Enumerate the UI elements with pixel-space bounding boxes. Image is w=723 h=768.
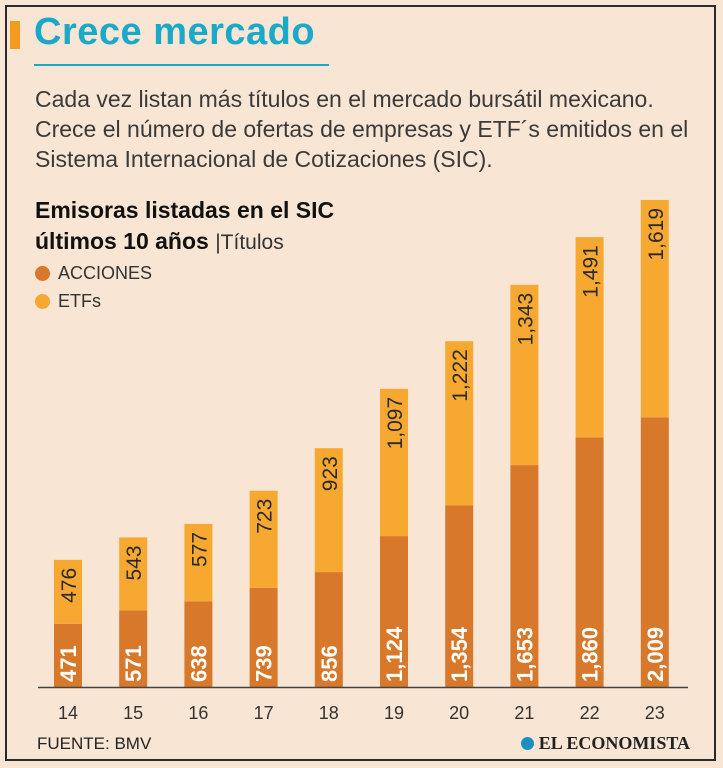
data-label-acciones-18: 856 — [317, 645, 342, 682]
data-label-acciones-15: 571 — [121, 645, 146, 682]
data-label-etfs-21: 1,343 — [514, 293, 537, 346]
chart-title-line2: últimos 10 años — [35, 228, 209, 254]
bar-acciones-15 — [119, 610, 148, 687]
source-note: FUENTE: BMV — [37, 734, 152, 753]
data-label-etfs-22: 1,491 — [580, 245, 603, 298]
bar-acciones-23 — [640, 417, 669, 687]
data-label-etfs-18: 923 — [319, 456, 342, 491]
data-label-etfs-20: 1,222 — [449, 349, 472, 402]
bar-etfs-14 — [54, 559, 82, 624]
legend-label-etfs: ETFs — [58, 290, 101, 311]
data-label-acciones-20: 1,354 — [447, 626, 472, 682]
brand-icon — [520, 737, 534, 750]
x-tick-label-15: 15 — [123, 703, 143, 723]
x-tick-label-20: 20 — [449, 703, 469, 723]
bar-acciones-18 — [314, 572, 343, 687]
brand-name: EL ECONOMISTA — [538, 733, 690, 753]
page-subtitle: Cada vez listan más títulos en el mercad… — [35, 86, 689, 172]
chart-unit: |Títulos — [215, 231, 284, 254]
page-title: Crece mercado — [34, 11, 316, 53]
bar-etfs-22 — [575, 237, 604, 438]
x-tick-label-19: 19 — [384, 703, 404, 723]
bar-acciones-14 — [54, 623, 82, 687]
bar-etfs-18 — [314, 448, 343, 573]
title-underline — [34, 64, 329, 66]
x-tick-label-18: 18 — [319, 703, 339, 723]
chart-legend: ACCIONES ETFs — [35, 259, 152, 315]
bar-etfs-17 — [249, 490, 278, 588]
title-accent-bar — [10, 21, 20, 49]
chart-title-line1: Emisoras listadas en el SIC — [35, 197, 335, 223]
bar-etfs-15 — [119, 537, 148, 611]
data-label-acciones-19: 1,124 — [382, 626, 407, 682]
data-label-acciones-16: 638 — [186, 645, 211, 682]
data-label-acciones-21: 1,653 — [512, 627, 537, 682]
brand-logo: EL ECONOMISTA — [520, 733, 690, 754]
bar-acciones-17 — [249, 587, 278, 687]
legend-swatch-acciones — [35, 265, 50, 281]
x-tick-label-21: 21 — [514, 703, 534, 723]
x-tick-label-22: 22 — [580, 703, 600, 723]
data-label-acciones-22: 1,860 — [578, 627, 603, 682]
bar-acciones-20 — [445, 505, 474, 687]
data-label-acciones-23: 2,009 — [643, 627, 668, 682]
data-label-etfs-15: 543 — [123, 545, 146, 580]
legend-label-acciones: ACCIONES — [58, 262, 153, 283]
data-label-acciones-17: 739 — [252, 645, 277, 682]
bar-acciones-16 — [184, 601, 213, 687]
data-label-acciones-14: 471 — [56, 645, 81, 682]
x-tick-label-14: 14 — [58, 703, 78, 723]
chart-title: Emisoras listadas en el SIC últimos 10 a… — [35, 195, 334, 258]
x-tick-label-16: 16 — [188, 703, 208, 723]
bar-etfs-20 — [445, 341, 474, 506]
graphic-frame — [5, 5, 716, 761]
legend-swatch-etfs — [35, 293, 50, 309]
data-label-etfs-17: 723 — [254, 499, 277, 534]
bar-etfs-19 — [380, 388, 408, 537]
bar-etfs-23 — [640, 199, 669, 418]
legend-item-etfs: ETFs — [35, 287, 152, 315]
data-label-etfs-19: 1,097 — [384, 397, 407, 450]
bar-etfs-21 — [510, 284, 539, 466]
legend-item-acciones: ACCIONES — [35, 259, 152, 287]
x-tick-label-17: 17 — [254, 703, 274, 723]
bar-acciones-19 — [380, 536, 408, 687]
bar-acciones-21 — [510, 465, 539, 687]
bar-acciones-22 — [575, 437, 604, 687]
data-label-etfs-23: 1,619 — [645, 208, 668, 261]
x-tick-label-23: 23 — [645, 703, 665, 723]
bar-etfs-16 — [184, 523, 213, 602]
data-label-etfs-16: 577 — [188, 532, 211, 567]
data-label-etfs-14: 476 — [58, 568, 81, 603]
